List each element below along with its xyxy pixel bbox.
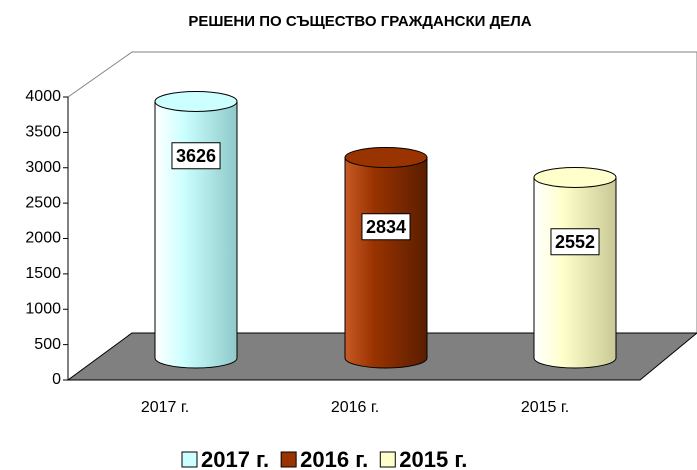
x-tick-label: 2015 г. [521, 399, 569, 416]
data-label-box [550, 228, 600, 256]
bar-top [154, 90, 238, 112]
bar-body [533, 176, 617, 369]
legend-swatch [280, 451, 297, 468]
bar-top [533, 166, 617, 188]
x-tick-label: 2017 г. [141, 399, 189, 416]
bar [344, 146, 428, 369]
data-label: 2552 [555, 232, 595, 252]
y-tick-label: 1500 [25, 265, 61, 282]
y-tick-label: 2500 [25, 194, 61, 211]
x-tick-label: 2016 г. [331, 399, 379, 416]
y-tick-label: 4000 [25, 88, 61, 105]
y-tick-label: 3500 [25, 124, 61, 141]
legend-swatch [379, 451, 396, 468]
legend-label: 2017 г. [201, 447, 269, 470]
bar-body [344, 156, 428, 369]
legend-label: 2016 г. [300, 447, 368, 470]
data-label: 3626 [176, 146, 216, 166]
y-tick-label: 3000 [25, 159, 61, 176]
data-label-box [171, 142, 221, 170]
bar-body [154, 100, 238, 369]
y-tick-label: 2000 [25, 230, 61, 247]
y-tick-label: 500 [34, 336, 61, 353]
bar [154, 90, 238, 369]
data-label: 2834 [366, 217, 406, 237]
bar-top [344, 146, 428, 168]
y-tick-label: 0 [52, 371, 61, 388]
y-tick-label: 1000 [25, 300, 61, 317]
legend: 2017 г. 2016 г. 2015 г. [181, 447, 467, 470]
legend-swatch [181, 451, 198, 468]
legend-label: 2015 г. [399, 447, 467, 470]
bar [533, 166, 617, 369]
data-label-box [361, 213, 411, 241]
chart-title: РЕШЕНИ ПО СЪЩЕСТВО ГРАЖДАНСКИ ДЕЛА [188, 13, 531, 30]
